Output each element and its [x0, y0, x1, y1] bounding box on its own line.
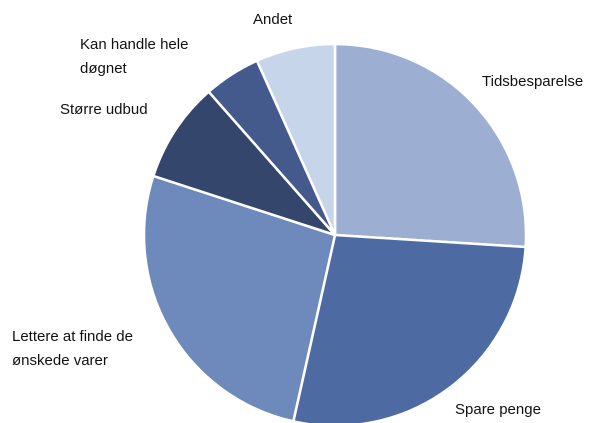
- slice-label: Større udbud: [60, 101, 148, 118]
- slice-label: Kan handle hele døgnet: [80, 36, 189, 77]
- slice-label: Andet: [253, 11, 293, 28]
- pie-slice: [333, 42, 528, 249]
- slice-label: Tidsbesparelse: [482, 73, 584, 90]
- pie-slice: [255, 42, 337, 237]
- pie-slice: [292, 233, 527, 423]
- pie-slice: [152, 90, 337, 237]
- slice-label: Lettere at finde de ønskede varer: [12, 328, 133, 369]
- slice-label: Spare penge: [455, 401, 541, 418]
- pie-slice: [142, 174, 337, 423]
